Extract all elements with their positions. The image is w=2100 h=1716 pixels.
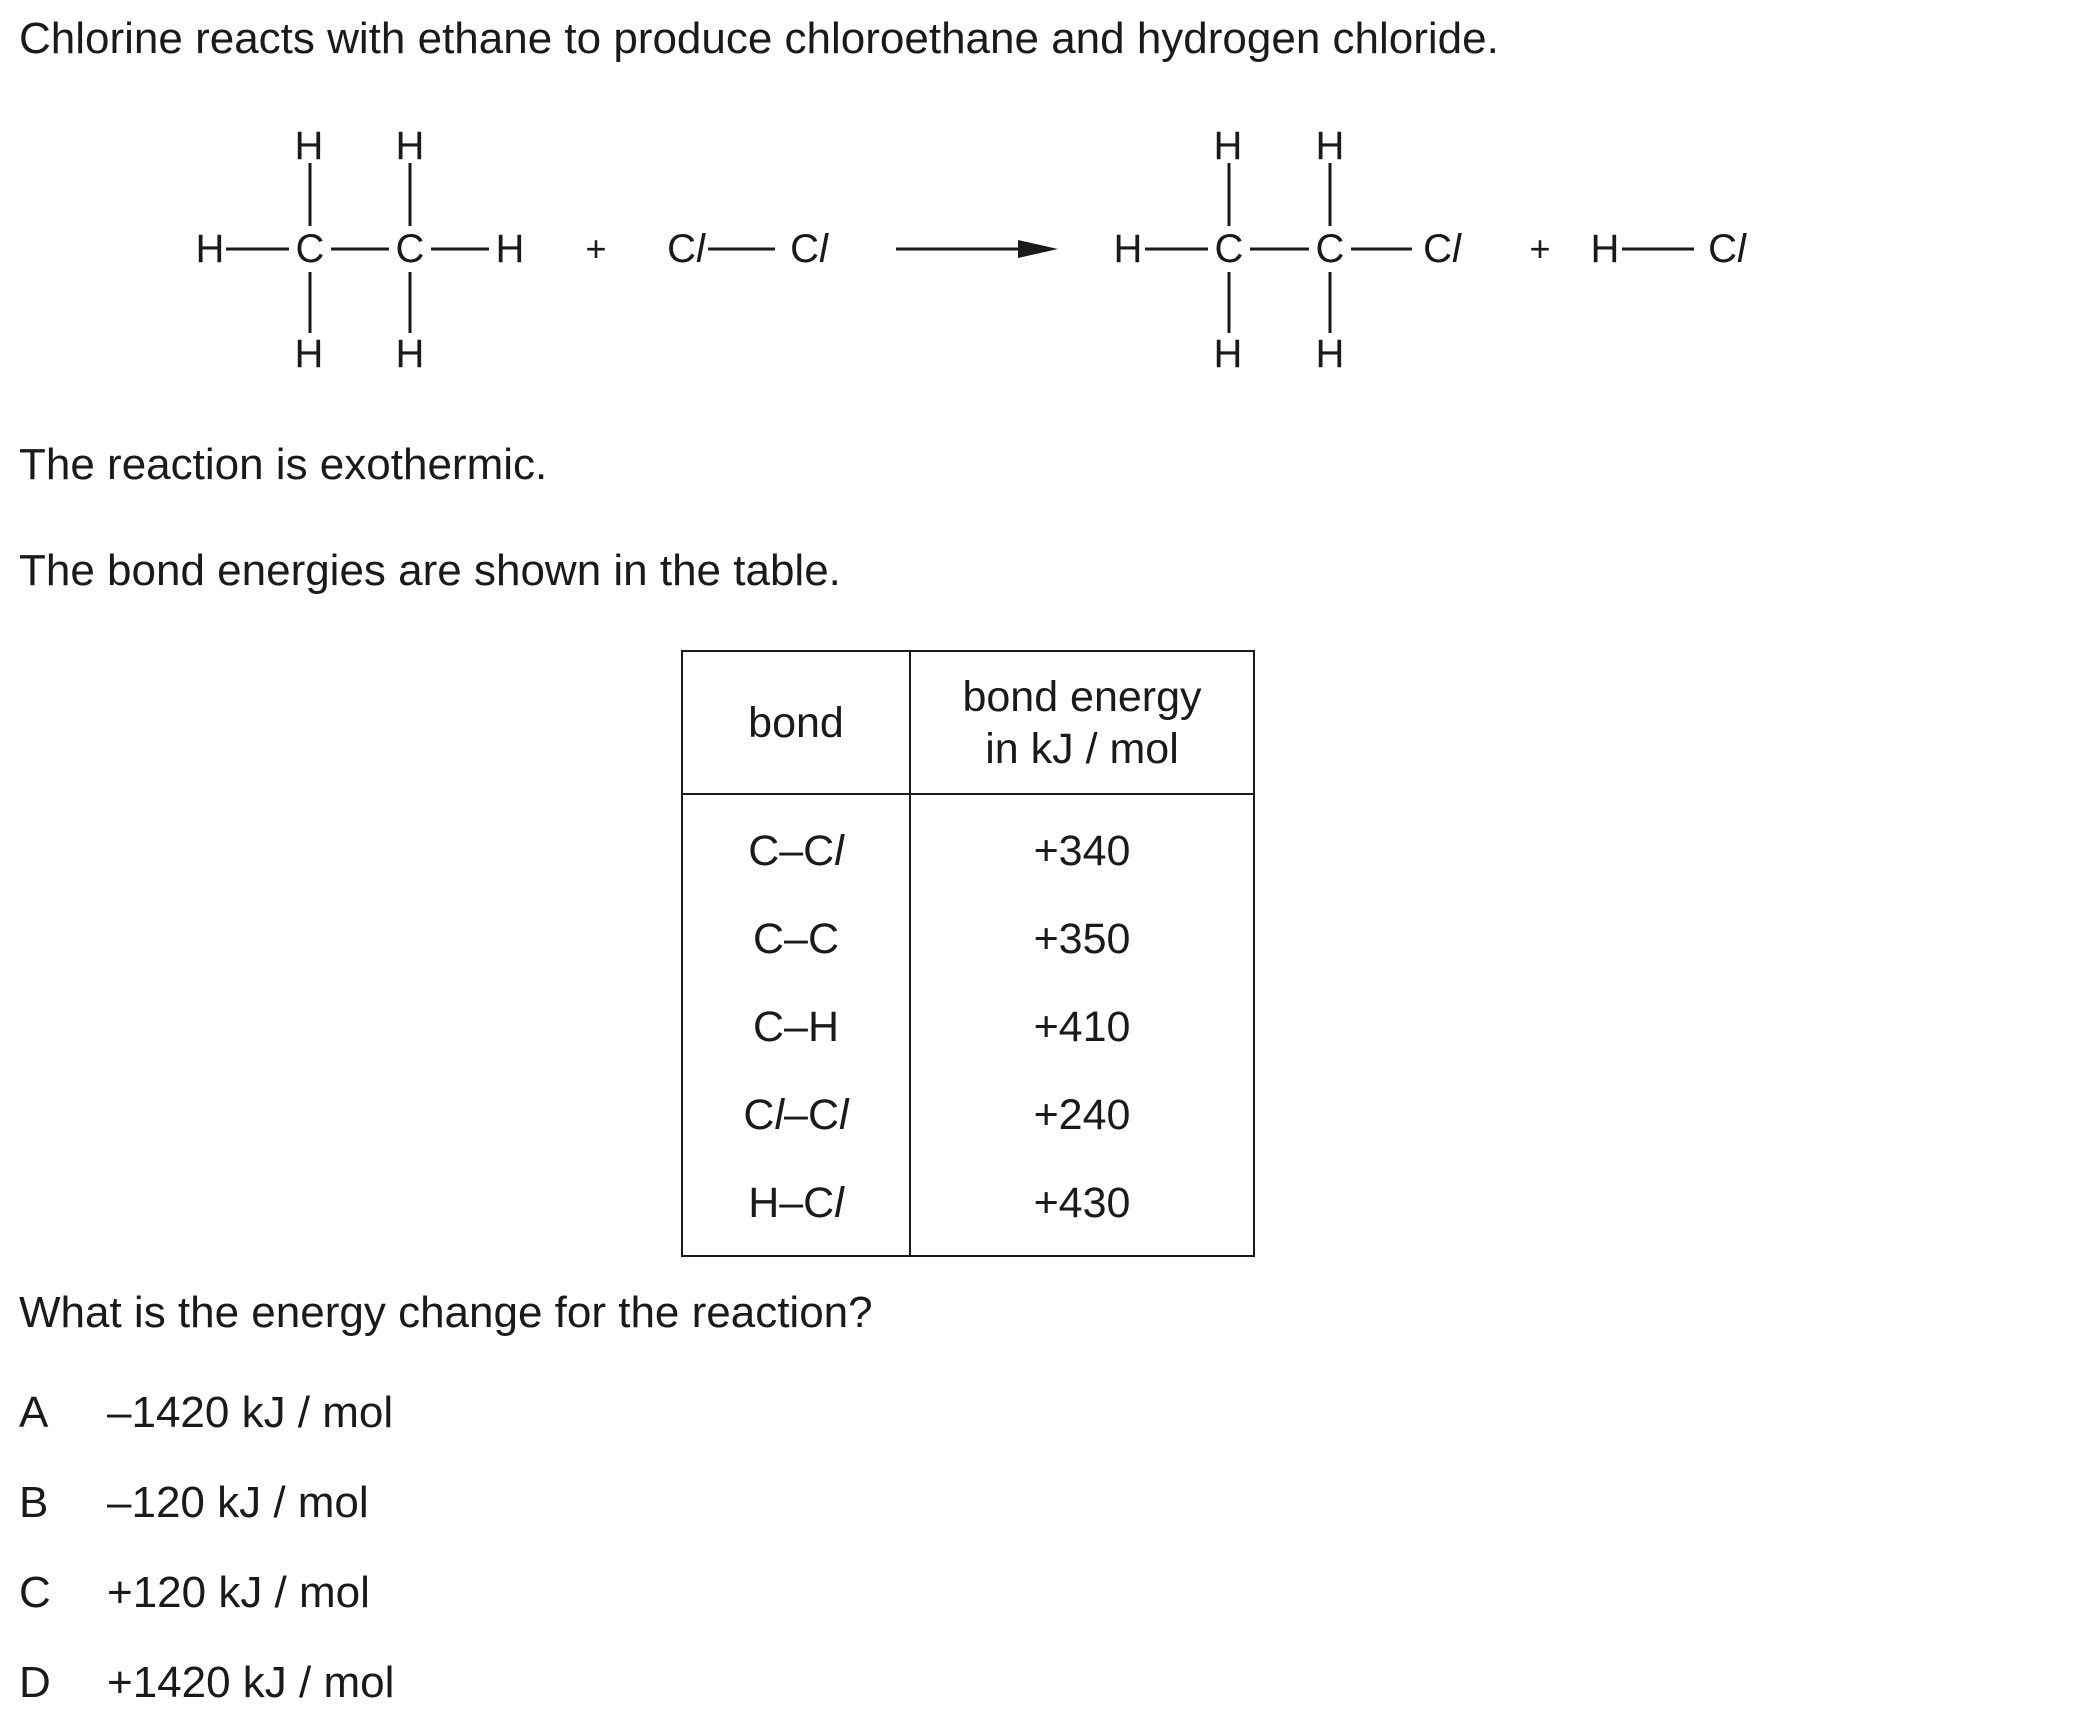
header-energy-line1: bond energy <box>962 672 1202 721</box>
option-text: –120 kJ / mol <box>107 1478 369 1527</box>
atom-h: H <box>395 332 425 376</box>
energy-cell: +240 <box>1033 1090 1131 1139</box>
energy-cell: +430 <box>1033 1178 1131 1227</box>
atom-h: H <box>1113 227 1143 271</box>
table-row: C–Cl +340 <box>682 794 1254 895</box>
table-row: H–Cl +430 <box>682 1159 1254 1256</box>
atom-h: H <box>1213 332 1243 376</box>
reaction-equation: H H H C C H H H + Cl Cl H H H C C Cl H H… <box>0 100 2100 400</box>
table-row: Cl–Cl +240 <box>682 1071 1254 1159</box>
atom-h: H <box>495 227 525 271</box>
plus-sign: + <box>585 228 607 269</box>
table-row: C–C +350 <box>682 895 1254 983</box>
atom-cl: Cl <box>667 227 705 271</box>
energy-cell: +350 <box>1033 914 1131 963</box>
bond-cell: C–C <box>682 895 911 983</box>
atom-c: C <box>1214 227 1244 271</box>
atom-c: C <box>395 227 425 271</box>
option-letter: D <box>19 1658 51 1707</box>
bond-energy-table: bond bond energy in kJ / mol C–Cl +340 C… <box>681 650 1255 1257</box>
atom-h: H <box>1213 124 1243 168</box>
exothermic-statement: The reaction is exothermic. <box>19 440 548 489</box>
atom-h: H <box>195 227 225 271</box>
reaction-bonds <box>226 163 1694 333</box>
bond-cell: C–Cl <box>682 794 911 895</box>
option-b[interactable]: B –120 kJ / mol <box>19 1478 369 1528</box>
atom-h: H <box>1590 227 1620 271</box>
option-c[interactable]: C +120 kJ / mol <box>19 1568 370 1618</box>
option-text: +120 kJ / mol <box>107 1568 370 1617</box>
atom-h: H <box>294 332 324 376</box>
header-bond-energy: bond energy in kJ / mol <box>910 651 1254 795</box>
atom-cl: Cl <box>1423 227 1461 271</box>
table-row: C–H +410 <box>682 983 1254 1071</box>
reaction-arrow-head <box>1018 240 1058 258</box>
atom-h: H <box>1315 124 1345 168</box>
question-text: What is the energy change for the reacti… <box>19 1288 873 1337</box>
header-energy-line2: in kJ / mol <box>985 724 1179 773</box>
option-letter: A <box>19 1388 49 1437</box>
atom-c: C <box>1315 227 1345 271</box>
energy-cell: +340 <box>1033 826 1131 875</box>
plus-sign: + <box>1529 228 1551 269</box>
option-a[interactable]: A –1420 kJ / mol <box>19 1388 393 1438</box>
atom-h: H <box>294 124 324 168</box>
atom-cl: Cl <box>790 227 828 271</box>
atom-h: H <box>1315 332 1345 376</box>
bond-cell: H–Cl <box>682 1159 911 1256</box>
option-d[interactable]: D +1420 kJ / mol <box>19 1658 394 1708</box>
atom-h: H <box>395 124 425 168</box>
header-bond: bond <box>682 651 911 795</box>
table-intro-text: The bond energies are shown in the table… <box>19 546 841 595</box>
option-letter: B <box>19 1478 49 1527</box>
option-text: +1420 kJ / mol <box>107 1658 395 1707</box>
energy-cell: +410 <box>1033 1002 1131 1051</box>
intro-text: Chlorine reacts with ethane to produce c… <box>19 14 1499 63</box>
atom-cl: Cl <box>1708 227 1746 271</box>
option-letter: C <box>19 1568 51 1617</box>
bond-cell: Cl–Cl <box>682 1071 911 1159</box>
atom-c: C <box>295 227 325 271</box>
option-text: –1420 kJ / mol <box>107 1388 394 1437</box>
bond-cell: C–H <box>682 983 911 1071</box>
table-header-row: bond bond energy in kJ / mol <box>682 651 1254 795</box>
